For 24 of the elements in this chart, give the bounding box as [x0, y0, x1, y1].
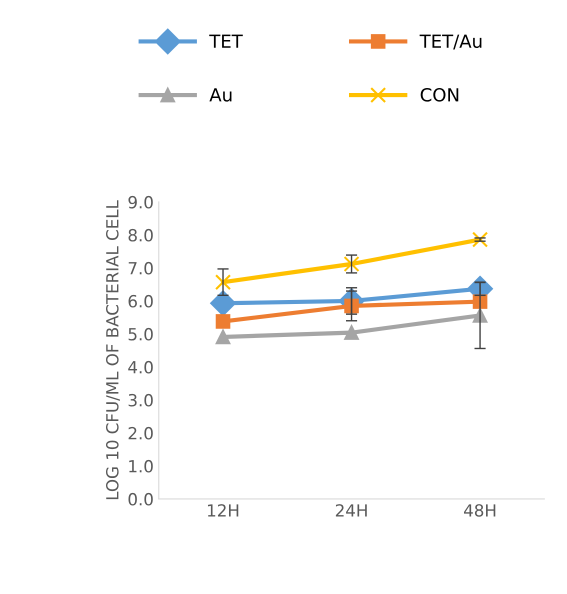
- legend-label: TET: [209, 34, 243, 48]
- point: [210, 290, 236, 316]
- y-axis-title: LOG 10 CFU/ML OF BACTERIAL CELL: [106, 200, 120, 500]
- legend-label: Au: [209, 88, 232, 102]
- legend-label: TET/Au: [420, 34, 482, 50]
- y-tick-label: 0.0: [128, 492, 153, 506]
- point: [216, 330, 230, 344]
- x-tick-label: 48H: [464, 504, 496, 517]
- y-tick-label: 8.0: [128, 228, 153, 242]
- point: [344, 325, 359, 340]
- y-tick-label: 9.0: [128, 196, 153, 209]
- y-tick-label: 4.0: [128, 360, 153, 374]
- point: [216, 314, 230, 329]
- x-tick-label: 24H: [336, 504, 367, 516]
- y-tick-label: 7.0: [128, 262, 153, 275]
- point: [215, 274, 232, 290]
- point: [472, 232, 488, 248]
- x-tick-label: 12H: [208, 504, 238, 516]
- legend-label: CON: [420, 88, 458, 102]
- y-tick-label: 5.0: [128, 328, 153, 341]
- y-tick-label: 1.0: [129, 460, 153, 473]
- y-tick-label: 2.0: [128, 426, 153, 440]
- y-tick-label: 6.0: [128, 294, 153, 308]
- y-tick-label: 3.0: [128, 394, 153, 407]
